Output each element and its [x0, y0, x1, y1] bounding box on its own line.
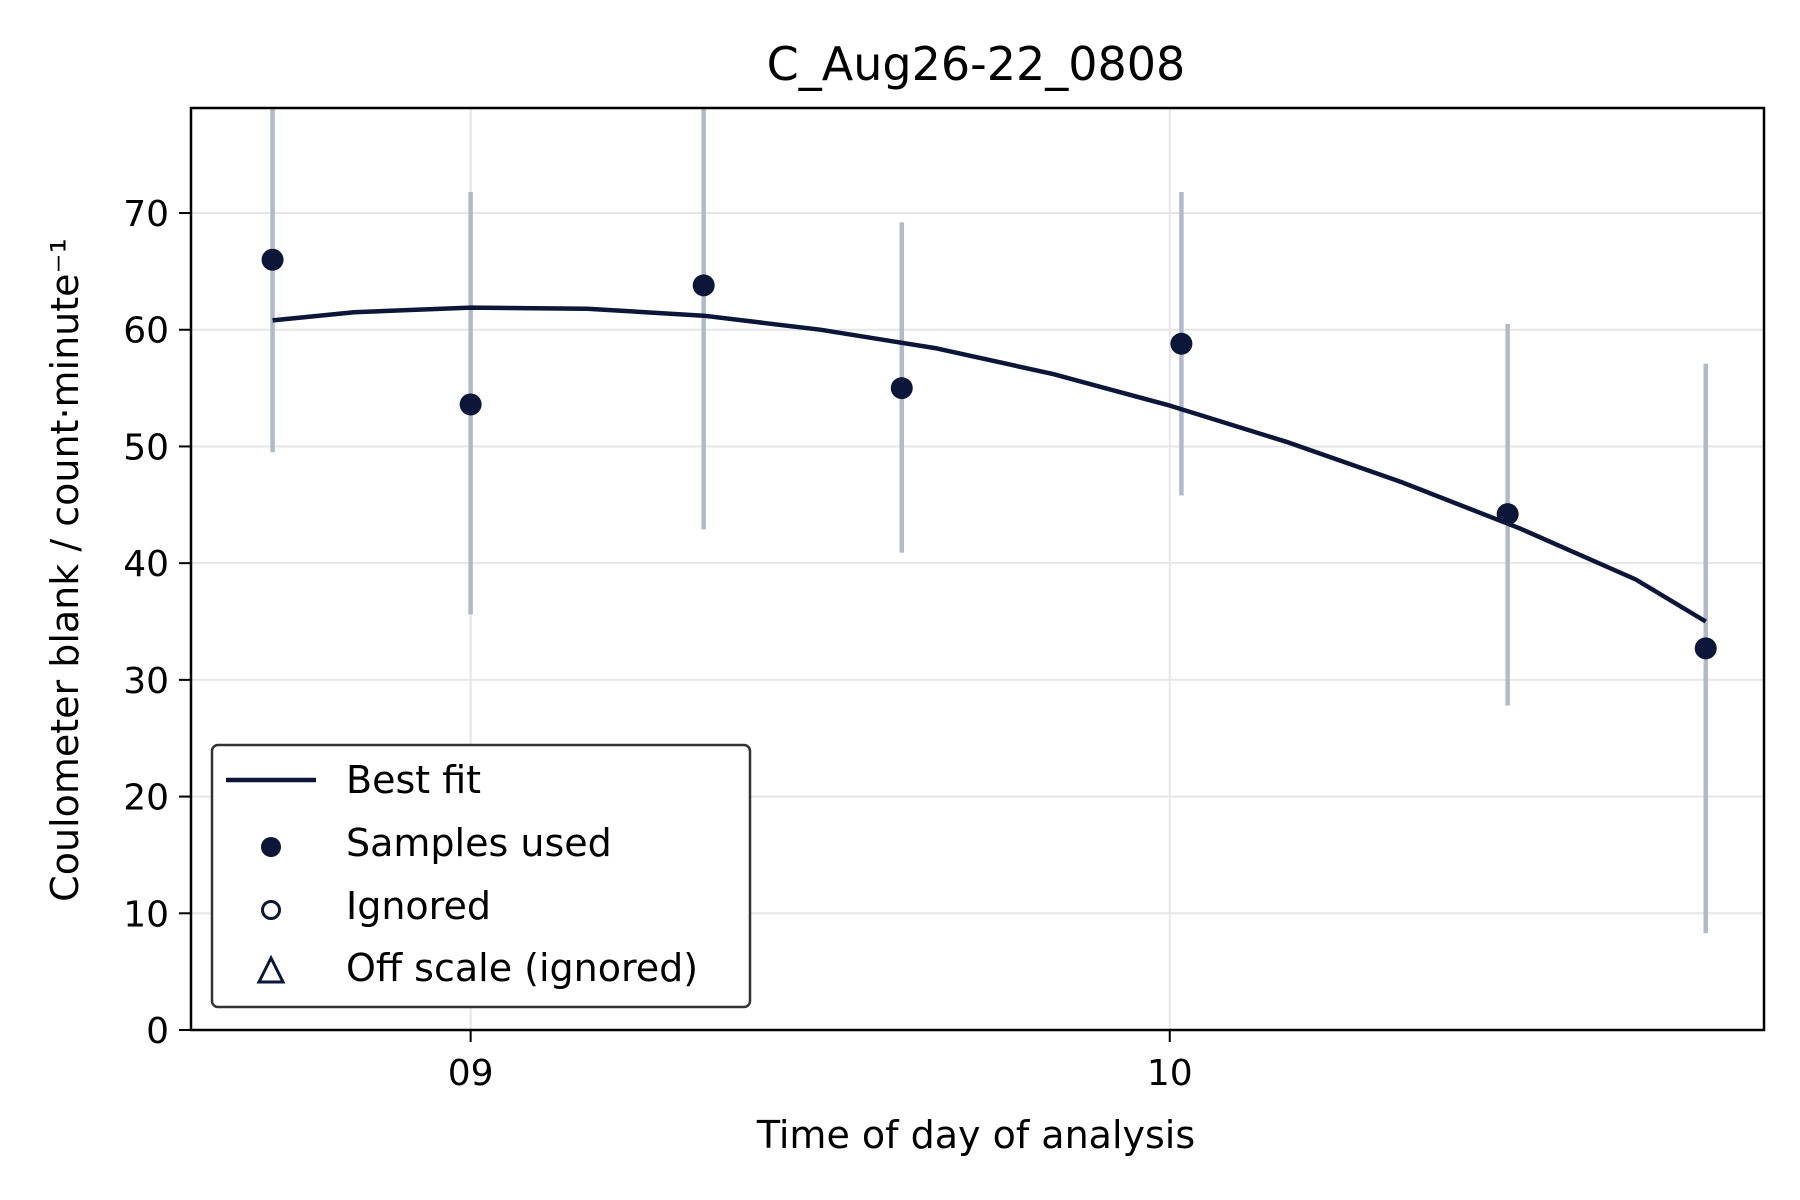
best-fit-layer: [272, 305, 1707, 624]
legend-open-triangle-icon: [256, 954, 286, 984]
y-axis-label: Coulometer blank / count·minute⁻¹: [43, 238, 87, 902]
sample-point: [1496, 503, 1519, 526]
best-fit-line: [272, 305, 1707, 624]
legend-label-samples-used: Samples used: [346, 821, 612, 865]
y-tick-label: 70: [123, 194, 169, 235]
sample-point: [890, 377, 913, 400]
sample-point: [692, 274, 715, 297]
x-axis-label: Time of day of analysis: [756, 1113, 1195, 1157]
x-axis: 09 10: [448, 1030, 1193, 1094]
y-tick-label: 20: [123, 778, 169, 819]
legend-label-ignored: Ignored: [346, 884, 491, 928]
sample-point: [261, 248, 284, 271]
legend-label-off-scale: Off scale (ignored): [346, 946, 698, 990]
y-tick-label: 60: [123, 311, 169, 352]
x-tick-label: 09: [448, 1053, 494, 1094]
y-tick-label: 30: [123, 661, 169, 702]
sample-point: [459, 393, 482, 416]
legend-open-circle-icon: [261, 900, 281, 920]
y-tick-label: 10: [123, 894, 169, 935]
legend-filled-circle-icon: [261, 837, 281, 857]
data-points: [261, 248, 1717, 660]
y-tick-label: 0: [146, 1011, 169, 1052]
plot-area-frame: [189, 106, 1766, 1032]
legend-label-best-fit: Best fit: [346, 758, 481, 802]
y-axis: 0 10 20 30 40 50 60 70: [123, 194, 191, 1052]
sample-point: [1694, 637, 1717, 660]
y-tick-label: 40: [123, 544, 169, 585]
legend: Best fit Samples used Ignored Off scale …: [210, 743, 752, 1009]
chart-title: C_Aug26-22_0808: [767, 37, 1186, 91]
y-tick-label: 50: [123, 427, 169, 468]
sample-point: [1170, 332, 1193, 355]
x-tick-label: 10: [1147, 1053, 1193, 1094]
legend-box: [210, 743, 752, 1009]
